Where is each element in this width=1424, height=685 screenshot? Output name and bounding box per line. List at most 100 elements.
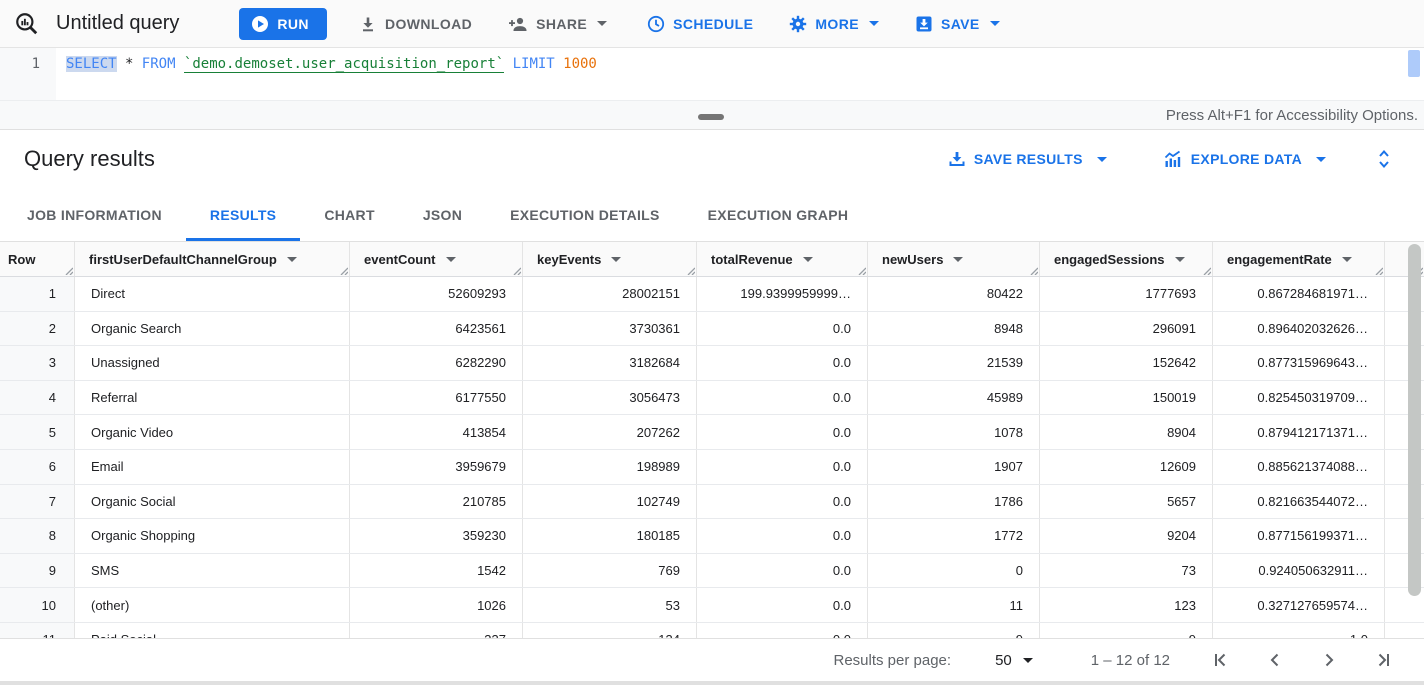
tab-results[interactable]: RESULTS xyxy=(185,188,301,241)
explore-data-button[interactable]: EXPLORE DATA xyxy=(1163,149,1326,169)
unfold-more-icon xyxy=(1374,148,1394,170)
row-number-cell: 11 xyxy=(0,622,75,638)
column-header-label: keyEvents xyxy=(537,251,602,267)
table-cell: 11 xyxy=(868,588,1040,622)
column-resize-handle[interactable] xyxy=(856,265,866,275)
table-row: 7 Organic Social 210785 102749 0.0 1786 5657 0.… xyxy=(0,484,1424,520)
chevron-right-icon xyxy=(1318,649,1340,671)
table-row: 6 Email 3959679 198989 0.0 1907 12609 0.8856213… xyxy=(0,449,1424,485)
chevron-down-icon xyxy=(989,21,1000,26)
column-header-newUsers[interactable]: newUsers xyxy=(868,242,1040,276)
column-header-firstUserDefaultChannelGroup[interactable]: firstUserDefaultChannelGroup xyxy=(75,242,350,276)
tab-execution-graph[interactable]: EXECUTION GRAPH xyxy=(707,206,849,223)
row-number-cell: 4 xyxy=(0,380,75,415)
column-header-label: totalRevenue xyxy=(711,251,793,267)
play-icon xyxy=(251,15,269,33)
table-row: 11Paid Social3371340.0991.0 xyxy=(0,622,1424,638)
column-header-engagementRate[interactable]: engagementRate xyxy=(1213,242,1385,276)
share-button[interactable]: SHARE xyxy=(508,15,608,33)
expand-panel-button[interactable] xyxy=(1374,148,1394,170)
column-header-totalRevenue[interactable]: totalRevenue xyxy=(697,242,868,276)
column-header-eventCount[interactable]: eventCount xyxy=(350,242,523,276)
column-resize-handle[interactable] xyxy=(63,265,73,275)
table-cell: (other) xyxy=(75,588,350,622)
row-number-cell: 7 xyxy=(0,484,75,519)
row-number-cell: 6 xyxy=(0,449,75,484)
sort-caret-icon[interactable] xyxy=(286,256,297,262)
editor-scrollbar-thumb[interactable] xyxy=(1408,50,1420,77)
table-cell: 53 xyxy=(523,588,697,622)
sql-star: * xyxy=(124,56,134,72)
row-number-cell: 5 xyxy=(0,415,75,449)
chevron-down-icon xyxy=(1022,657,1033,663)
tab-json[interactable]: JSON xyxy=(422,206,463,223)
column-resize-handle[interactable] xyxy=(338,265,348,275)
column-resize-handle[interactable] xyxy=(511,265,521,275)
table-scrollbar[interactable] xyxy=(1408,244,1421,634)
save-button[interactable]: SAVE xyxy=(915,15,1000,33)
sort-caret-icon[interactable] xyxy=(953,256,964,262)
previous-page-button[interactable] xyxy=(1264,649,1286,671)
save-results-button[interactable]: SAVE RESULTS xyxy=(948,150,1107,168)
table-cell: 0.885621374088… xyxy=(1213,449,1385,484)
pagination-range: 1 – 12 of 12 xyxy=(1090,651,1170,669)
tab-execution-details[interactable]: EXECUTION DETAILS xyxy=(510,206,660,223)
table-cell: 152642 xyxy=(1040,346,1213,380)
table-cell: Paid Social xyxy=(75,622,350,638)
column-resize-handle[interactable] xyxy=(1373,265,1383,275)
last-page-button[interactable] xyxy=(1372,649,1394,671)
column-resize-handle[interactable] xyxy=(1201,265,1211,275)
gear-icon xyxy=(789,15,807,33)
sort-caret-icon[interactable] xyxy=(611,256,622,262)
first-page-button[interactable] xyxy=(1210,649,1232,671)
page-size-select[interactable]: 50 xyxy=(989,651,1039,670)
download-button[interactable]: DOWNLOAD xyxy=(359,15,472,33)
table-cell: 9204 xyxy=(1040,519,1213,553)
table-row: 9 SMS 1542 769 0.0 0 73 0.924050632911… xyxy=(0,553,1424,589)
sql-keyword-limit: LIMIT xyxy=(512,56,555,72)
table-cell: 0.877156199371… xyxy=(1213,519,1385,553)
column-resize-handle[interactable] xyxy=(685,265,695,275)
column-resize-handle[interactable] xyxy=(1028,265,1038,275)
sql-keyword-select: SELECT xyxy=(66,56,117,72)
results-per-page-label: Results per page: xyxy=(833,651,952,669)
table-cell: 8948 xyxy=(868,311,1040,346)
save-icon xyxy=(915,15,933,33)
sort-caret-icon[interactable] xyxy=(802,256,813,262)
row-number-cell: 10 xyxy=(0,588,75,622)
table-cell: 0.0 xyxy=(697,622,868,638)
clock-icon xyxy=(647,15,665,33)
line-number: 1 xyxy=(31,56,40,72)
schedule-button[interactable]: SCHEDULE xyxy=(647,15,753,33)
sql-table-reference[interactable]: `demo.demoset.user_acquisition_report` xyxy=(183,56,505,73)
table-scrollbar-thumb[interactable] xyxy=(1408,244,1421,596)
sql-code-line[interactable]: SELECT * FROM `demo.demoset.user_acquisitio… xyxy=(56,48,597,100)
save-alt-icon xyxy=(948,150,966,168)
table-cell: 12609 xyxy=(1040,449,1213,484)
table-cell: 73 xyxy=(1040,553,1213,588)
sort-caret-icon[interactable] xyxy=(1174,256,1185,262)
query-title: Untitled query xyxy=(56,12,180,34)
table-header-row: Row firstUserDefaultChannelGroup eventCoun… xyxy=(0,242,1424,277)
sort-caret-icon[interactable] xyxy=(1341,256,1352,262)
column-header-keyEvents[interactable]: keyEvents xyxy=(523,242,697,276)
column-header-label: eventCount xyxy=(364,251,436,267)
last-page-icon xyxy=(1372,649,1394,671)
table-row: 5 Organic Video 413854 207262 0.0 1078 8904 0.8… xyxy=(0,415,1424,450)
row-number-cell: 3 xyxy=(0,346,75,380)
tab-job-information[interactable]: JOB INFORMATION xyxy=(27,206,162,223)
download-icon xyxy=(359,15,377,33)
table-cell: Organic Search xyxy=(75,311,350,346)
tab-chart[interactable]: CHART xyxy=(324,206,375,223)
sort-caret-icon[interactable] xyxy=(445,256,456,262)
sql-editor[interactable]: 1 SELECT * FROM `demo.demoset.user_acquisit… xyxy=(0,48,1424,100)
run-button[interactable]: RUN xyxy=(239,7,327,40)
query-results-header: Query results SAVE RESULTS EXPLORE DATA xyxy=(0,130,1424,188)
column-header-engagedSessions[interactable]: engagedSessions xyxy=(1040,242,1213,276)
more-button[interactable]: MORE xyxy=(789,15,879,33)
results-table: Row firstUserDefaultChannelGroup eventCoun… xyxy=(0,242,1424,638)
next-page-button[interactable] xyxy=(1318,649,1340,671)
pane-resize-handle[interactable] xyxy=(698,114,724,120)
column-header-Row[interactable]: Row xyxy=(0,242,75,276)
table-cell: 0.0 xyxy=(697,588,868,622)
